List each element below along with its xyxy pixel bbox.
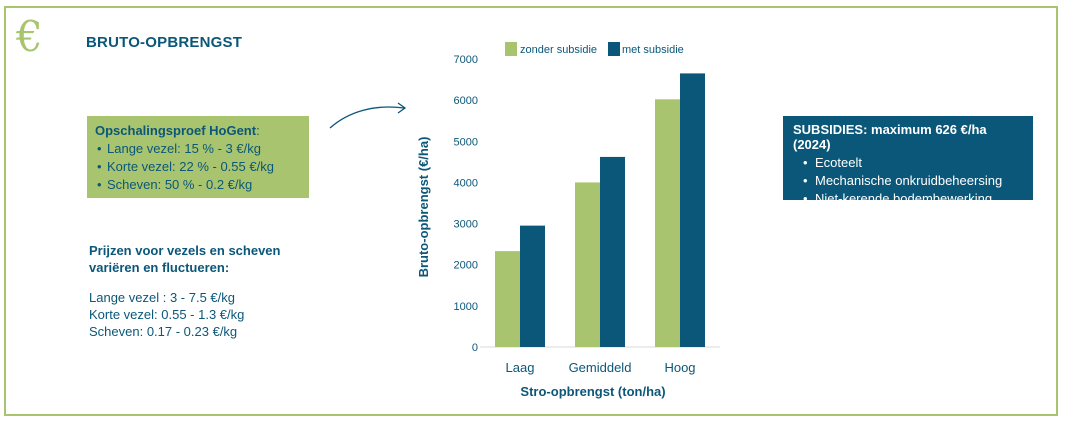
scaling-trial-heading-text: Opschalingsproef HoGent <box>95 123 257 138</box>
y-tick-label: 4000 <box>454 177 478 189</box>
y-axis-ticks: 0 1000 2000 3000 4000 5000 6000 7000 <box>454 54 478 354</box>
bar-met-hoog <box>680 73 705 348</box>
y-tick-label: 5000 <box>454 136 478 148</box>
price-line: Scheven: 0.17 - 0.23 €/kg <box>89 324 238 339</box>
prices-heading: Prijzen voor vezels en scheven variëren … <box>89 242 280 276</box>
chart-bars <box>495 73 705 348</box>
x-tick-label: Hoog <box>664 360 695 375</box>
bar-zonder-laag <box>495 251 520 347</box>
legend-swatch-met <box>608 42 620 56</box>
y-tick-label: 3000 <box>454 219 478 231</box>
x-axis-ticks: Laag Gemiddeld Hoog <box>506 360 696 375</box>
list-item: Niet-kerende bodembewerking <box>793 190 1023 208</box>
y-tick-label: 1000 <box>454 301 478 313</box>
list-item: Korte vezel: 22 % - 0.55 €/kg <box>95 158 301 176</box>
price-line: Korte vezel: 0.55 - 1.3 €/kg <box>89 307 245 322</box>
y-tick-label: 0 <box>472 342 478 354</box>
scaling-trial-box: Opschalingsproef HoGent: Lange vezel: 15… <box>87 116 309 198</box>
scaling-trial-heading: Opschalingsproef HoGent: <box>95 123 301 138</box>
list-item: Ecoteelt <box>793 154 1023 172</box>
prices-note: Prijzen voor vezels en scheven variëren … <box>89 242 280 340</box>
arrow-icon <box>329 102 407 129</box>
scaling-trial-list: Lange vezel: 15 % - 3 €/kg Korte vezel: … <box>95 140 301 194</box>
subsidies-list: Ecoteelt Mechanische onkruidbeheersing N… <box>793 154 1023 208</box>
scaling-trial-heading-colon: : <box>256 123 260 138</box>
y-tick-label: 2000 <box>454 260 478 272</box>
x-axis-label: Stro-opbrengst (ton/ha) <box>520 384 665 399</box>
subsidies-heading: SUBSIDIES: maximum 626 €/ha (2024) <box>793 122 987 152</box>
content-frame <box>4 6 1058 416</box>
subsidies-box: SUBSIDIES: maximum 626 €/ha (2024) Ecote… <box>783 116 1033 208</box>
bar-met-laag <box>520 225 545 347</box>
chart-legend: zonder subsidie met subsidie <box>505 42 684 56</box>
revenue-chart: zonder subsidie met subsidie Bruto-opbre… <box>416 42 720 399</box>
legend-swatch-zonder <box>505 42 517 56</box>
euro-icon: € <box>16 12 43 61</box>
page-title: BRUTO-OPBRENGST <box>86 34 243 51</box>
bar-met-gemiddeld <box>600 156 625 347</box>
list-item: Lange vezel: 15 % - 3 €/kg <box>95 140 301 158</box>
y-tick-label: 6000 <box>454 95 478 107</box>
list-item: Mechanische onkruidbeheersing <box>793 172 1023 190</box>
legend-label-zonder: zonder subsidie <box>520 44 597 56</box>
list-item: Scheven: 50 % - 0.2 €/kg <box>95 176 301 194</box>
bar-zonder-hoog <box>655 99 680 347</box>
x-tick-label: Gemiddeld <box>569 360 632 375</box>
bar-zonder-gemiddeld <box>575 182 600 347</box>
x-tick-label: Laag <box>506 360 535 375</box>
y-tick-label: 7000 <box>454 54 478 66</box>
price-line: Lange vezel : 3 - 7.5 €/kg <box>89 290 235 305</box>
y-axis-label: Bruto-opbrengst (€/ha) <box>416 137 431 278</box>
prices-heading-line: variëren en fluctueren: <box>89 260 230 275</box>
prices-heading-line: Prijzen voor vezels en scheven <box>89 243 281 258</box>
legend-label-met: met subsidie <box>622 44 684 56</box>
